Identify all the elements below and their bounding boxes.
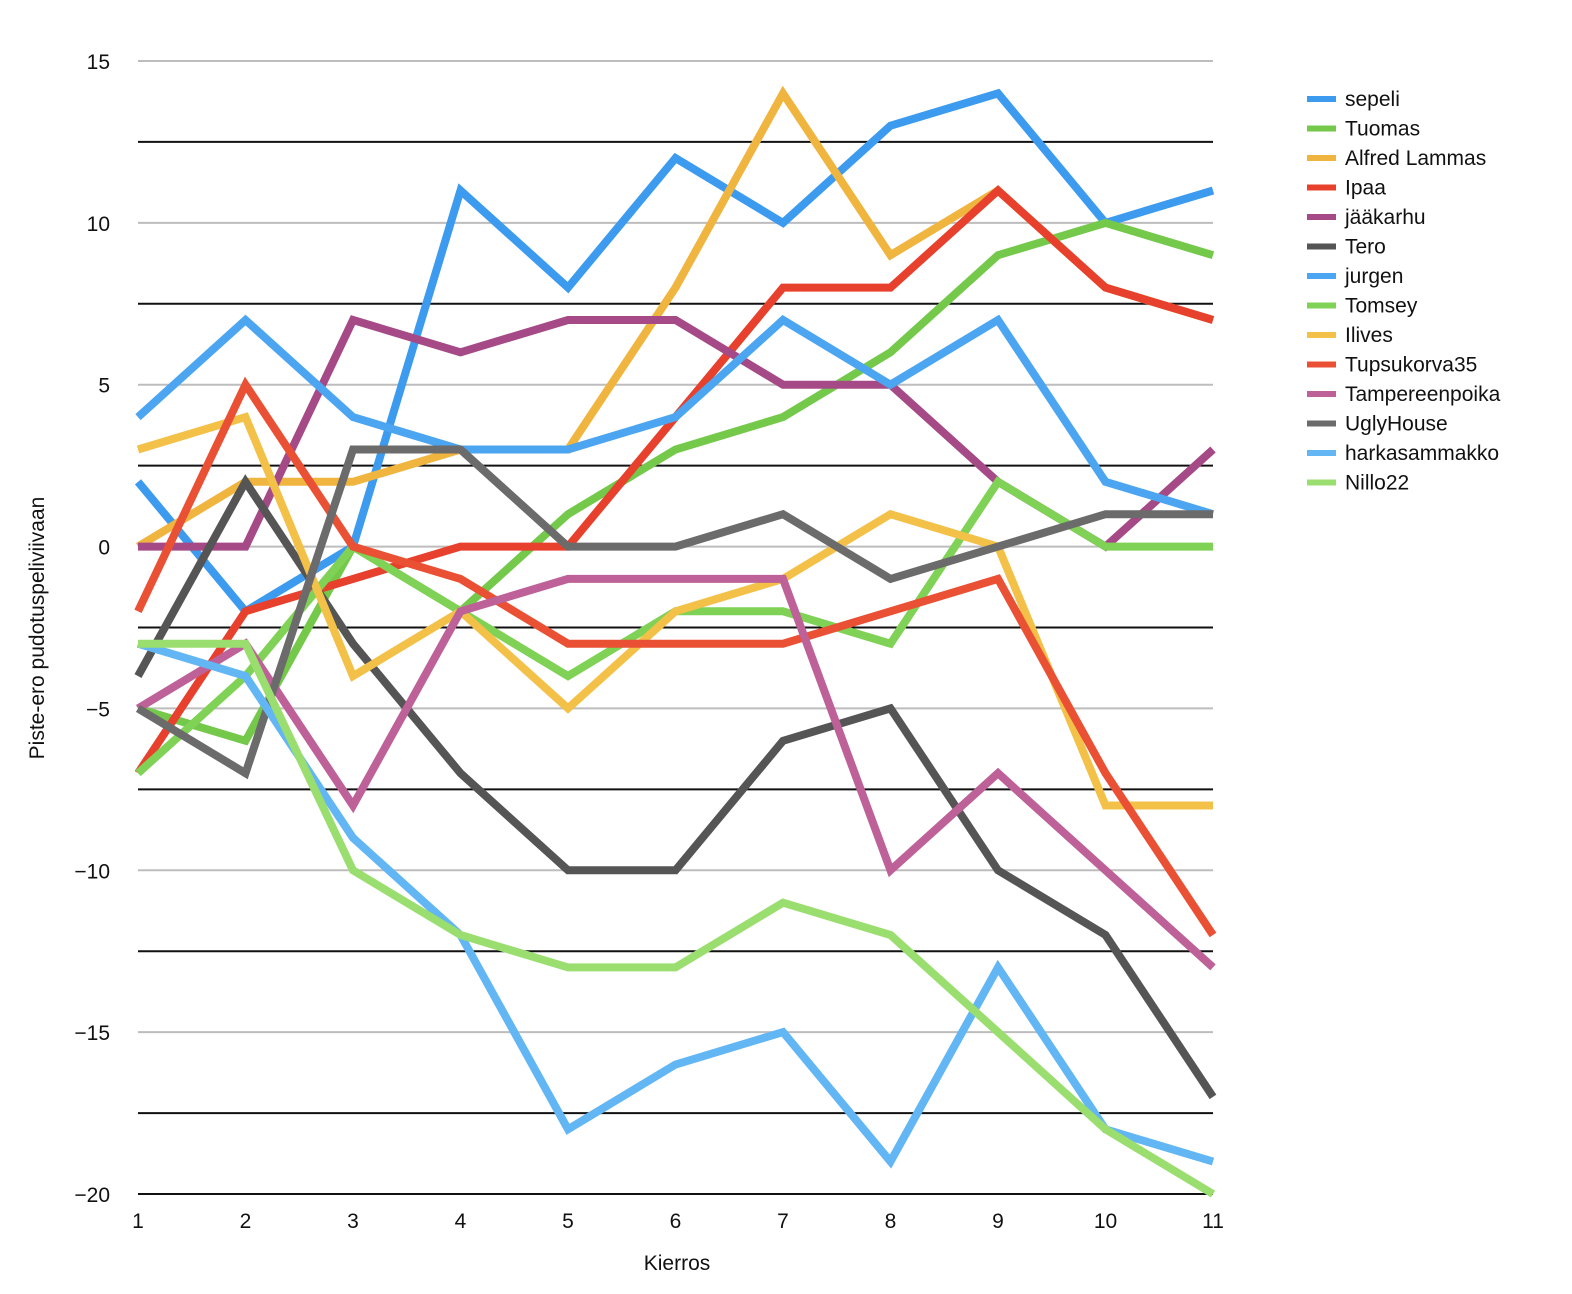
legend-label: Ipaa bbox=[1345, 177, 1386, 200]
x-tick-label: 2 bbox=[240, 1210, 252, 1233]
gridlines bbox=[138, 60, 1213, 1195]
y-tick-label: 5 bbox=[98, 375, 110, 398]
series-lines bbox=[134, 85, 1217, 1198]
y-tick-label: −5 bbox=[86, 698, 110, 721]
x-tick-label: 4 bbox=[455, 1210, 467, 1233]
x-tick-label: 9 bbox=[992, 1210, 1004, 1233]
x-tick-label: 10 bbox=[1094, 1210, 1117, 1233]
legend-label: Ilives bbox=[1345, 324, 1393, 347]
series-line-jurgen bbox=[135, 314, 1215, 519]
legend-label: Tupsukorva35 bbox=[1345, 354, 1477, 377]
legend-label: Alfred Lammas bbox=[1345, 147, 1486, 170]
x-tick-label: 3 bbox=[347, 1210, 359, 1233]
legend-label: Tuomas bbox=[1345, 118, 1420, 141]
legend-label: harkasammakko bbox=[1345, 442, 1499, 465]
series-line-tampereenpoika bbox=[135, 574, 1216, 971]
y-tick-label: −20 bbox=[74, 1184, 110, 1207]
legend-label: Tampereenpoika bbox=[1345, 383, 1501, 406]
x-axis-ticks: 1 2 3 4 5 6 7 8 9 10 11 bbox=[132, 1210, 1224, 1233]
y-tick-label: −15 bbox=[74, 1022, 110, 1045]
series-line-tupsukorva35 bbox=[134, 376, 1217, 938]
x-tick-label: 11 bbox=[1202, 1210, 1224, 1233]
y-axis-ticks: 15 10 5 0 −5 −10 −15 −20 bbox=[74, 51, 110, 1207]
series-line-tuomas bbox=[136, 218, 1215, 746]
x-tick-label: 8 bbox=[885, 1210, 897, 1233]
x-tick-label: 7 bbox=[777, 1210, 789, 1233]
y-tick-label: 10 bbox=[87, 213, 110, 236]
legend-label: Tomsey bbox=[1345, 295, 1418, 318]
series-line-uglyhouse bbox=[135, 445, 1213, 780]
series-line-nillo22 bbox=[138, 639, 1216, 1198]
y-tick-label: 0 bbox=[98, 537, 110, 560]
legend-label: sepeli bbox=[1345, 88, 1400, 111]
x-tick-label: 1 bbox=[132, 1210, 144, 1233]
legend-label: jääkarhu bbox=[1344, 206, 1426, 229]
series-line-harkasammakko bbox=[136, 639, 1215, 1169]
x-axis-title: Kierros bbox=[644, 1252, 711, 1275]
legend: sepeli Tuomas Alfred Lammas Ipaa jääkarhu Ter… bbox=[1307, 88, 1501, 495]
legend-label: Nillo22 bbox=[1345, 472, 1409, 495]
legend-label: UglyHouse bbox=[1345, 413, 1448, 436]
y-tick-label: 15 bbox=[87, 51, 110, 74]
y-axis-title: Piste-ero pudotuspeliviivaan bbox=[26, 497, 49, 760]
legend-label: jurgen bbox=[1344, 265, 1403, 288]
x-tick-label: 5 bbox=[562, 1210, 574, 1233]
legend-label: Tero bbox=[1345, 236, 1386, 259]
series-line-ilives bbox=[136, 412, 1213, 810]
y-tick-label: −10 bbox=[74, 860, 110, 883]
x-tick-label: 6 bbox=[670, 1210, 682, 1233]
